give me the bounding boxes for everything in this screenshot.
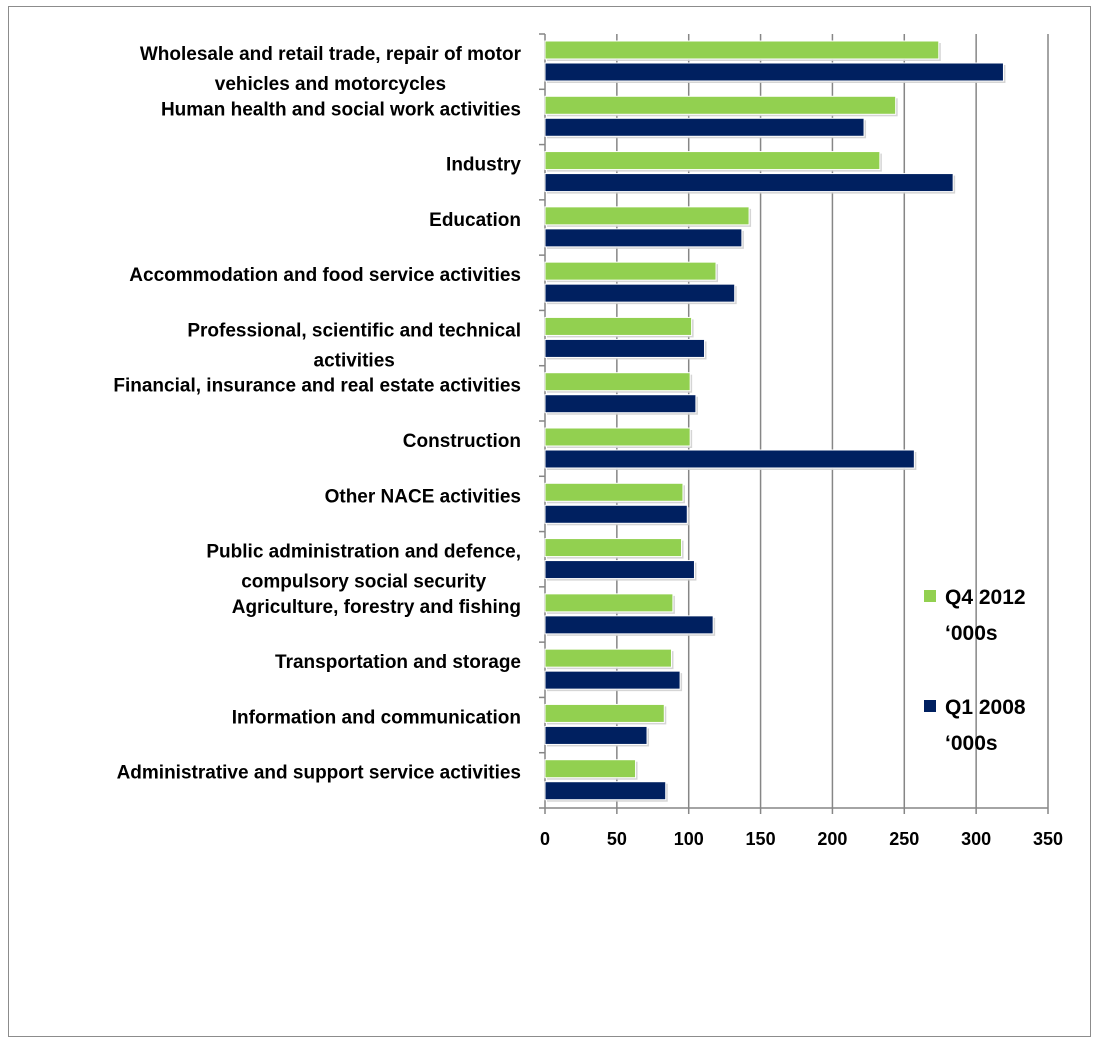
legend-label: ‘000s <box>945 622 998 645</box>
legend-label: Q4 2012 <box>945 586 1026 609</box>
gridlines <box>616 34 1049 808</box>
x-tick-label: 200 <box>817 829 847 849</box>
bar-q4-2012 <box>544 316 693 336</box>
bar-q1-2008 <box>544 560 695 580</box>
bar-q1-2008 <box>544 781 667 801</box>
bars <box>544 40 1006 802</box>
category-label-line: compulsory social security <box>241 572 486 593</box>
bar-q1-2008 <box>544 725 648 745</box>
bar-q1-2008 <box>544 283 736 303</box>
category-label: Other NACE activities <box>325 486 521 507</box>
legend-label: Q1 2008 <box>945 696 1026 719</box>
x-tick-label: 350 <box>1033 829 1063 849</box>
bar-q4-2012 <box>544 40 940 60</box>
category-label: Education <box>429 210 521 231</box>
bar-q1-2008 <box>544 228 743 248</box>
legend-swatch <box>924 700 936 712</box>
bar-q4-2012 <box>544 372 691 392</box>
bar-q1-2008 <box>544 117 865 137</box>
bar-q4-2012 <box>544 759 637 779</box>
category-label: Professional, scientific and technical ac… <box>187 320 521 371</box>
category-label: Information and communication <box>232 707 521 728</box>
bar-q4-2012 <box>544 151 881 171</box>
bar-q4-2012 <box>544 95 897 115</box>
category-label-line: Professional, scientific and technical <box>187 320 521 341</box>
x-tick-label: 100 <box>674 829 704 849</box>
bar-q1-2008 <box>544 338 706 358</box>
category-label: Industry <box>446 155 521 176</box>
bar-q1-2008 <box>544 394 697 414</box>
category-label: Public administration and defence, compul… <box>206 542 521 593</box>
bar-q1-2008 <box>544 504 688 524</box>
bar-q4-2012 <box>544 427 691 447</box>
category-label: Accommodation and food service activitie… <box>129 265 521 286</box>
legend-swatch <box>924 590 936 602</box>
bar-q1-2008 <box>544 670 681 690</box>
x-tick-label: 150 <box>746 829 776 849</box>
bar-q1-2008 <box>544 173 954 193</box>
x-tick-label: 250 <box>889 829 919 849</box>
category-label-line: Public administration and defence, <box>206 542 521 563</box>
bar-q4-2012 <box>544 538 683 558</box>
category-label: Construction <box>403 431 521 452</box>
x-tick-label: 0 <box>540 829 550 849</box>
category-label: Human health and social work activities <box>161 99 521 120</box>
category-label: Administrative and support service activ… <box>117 763 521 784</box>
x-tick-label: 50 <box>607 829 627 849</box>
category-label: Financial, insurance and real estate act… <box>113 376 521 397</box>
bar-q4-2012 <box>544 648 672 668</box>
category-label: Transportation and storage <box>275 652 521 673</box>
bar-q4-2012 <box>544 482 684 502</box>
category-label: Wholesale and retail trade, repair of mo… <box>140 44 522 95</box>
bar-q1-2008 <box>544 449 915 469</box>
bar-q1-2008 <box>544 62 1004 82</box>
x-tick-label: 300 <box>961 829 991 849</box>
bar-q4-2012 <box>544 261 717 281</box>
category-label: Agriculture, forestry and fishing <box>232 597 521 618</box>
legend-label: ‘000s <box>945 732 998 755</box>
category-label-line: activities <box>314 350 395 371</box>
category-label-line: Wholesale and retail trade, repair of mo… <box>140 44 522 65</box>
category-label-line: vehicles and motorcycles <box>215 74 446 95</box>
bar-q4-2012 <box>544 593 674 613</box>
bar-q4-2012 <box>544 703 665 723</box>
bar-q4-2012 <box>544 206 750 226</box>
legend: Q4 2012 ‘000s Q1 2008 ‘000s <box>924 586 1026 755</box>
bar-q1-2008 <box>544 615 714 635</box>
